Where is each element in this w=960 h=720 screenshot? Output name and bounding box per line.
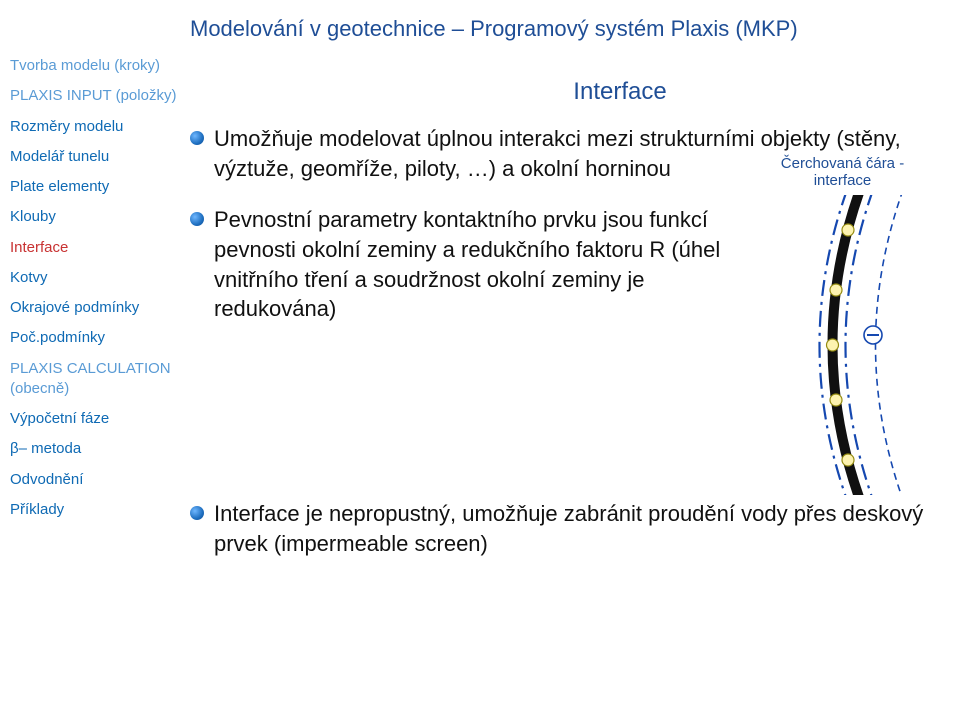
- plate-node: [842, 224, 854, 236]
- section-title: Interface: [190, 78, 930, 106]
- sidebar-item[interactable]: Odvodnění: [10, 470, 180, 490]
- bullet-text: Interface je nepropustný, umožňuje zabrá…: [214, 499, 930, 558]
- sidebar-item[interactable]: Rozměry modelu: [10, 117, 180, 137]
- sidebar-item-active[interactable]: Interface: [10, 238, 180, 258]
- sidebar-item[interactable]: Modelář tunelu: [10, 147, 180, 167]
- sidebar-item[interactable]: Okrajové podmínky: [10, 298, 180, 318]
- main-content: Interface Umožňuje modelovat úplnou inte…: [190, 78, 930, 581]
- interface-diagram: [755, 195, 930, 495]
- bullet-icon: [190, 212, 204, 226]
- sidebar-item[interactable]: Klouby: [10, 207, 180, 227]
- plate-node: [827, 339, 839, 351]
- plate-node: [830, 394, 842, 406]
- plate-node: [842, 454, 854, 466]
- bullet-item: Interface je nepropustný, umožňuje zabrá…: [190, 499, 930, 558]
- bullet-with-figure-row: Pevnostní parametry kontaktního prvku js…: [190, 205, 930, 495]
- bullet-icon: [190, 131, 204, 145]
- sidebar-item[interactable]: PLAXIS INPUT (položky): [10, 86, 180, 106]
- sidebar-item[interactable]: Plate elementy: [10, 177, 180, 197]
- sidebar-item[interactable]: Poč.podmínky: [10, 328, 180, 348]
- bullet-text: Pevnostní parametry kontaktního prvku js…: [214, 205, 743, 324]
- outer-dash-right: [876, 195, 904, 495]
- bullet-icon: [190, 506, 204, 520]
- plate-node: [830, 284, 842, 296]
- bullet-item: Pevnostní parametry kontaktního prvku js…: [190, 205, 743, 324]
- slide-page: Modelování v geotechnice – Programový sy…: [0, 0, 960, 720]
- sidebar-item[interactable]: Kotvy: [10, 268, 180, 288]
- sidebar-item[interactable]: Příklady: [10, 500, 180, 520]
- sidebar-nav: Tvorba modelu (kroky) PLAXIS INPUT (polo…: [10, 56, 180, 530]
- figure-caption: Čerchovaná čára - interface: [755, 155, 930, 189]
- sidebar-item[interactable]: Výpočetní fáze: [10, 409, 180, 429]
- figure-container: Čerchovaná čára - interface: [755, 155, 930, 495]
- sidebar-item[interactable]: β– metoda: [10, 439, 180, 459]
- sidebar-item[interactable]: PLAXIS CALCULATION (obecně): [10, 359, 180, 400]
- sidebar-item[interactable]: Tvorba modelu (kroky): [10, 56, 180, 76]
- page-title: Modelování v geotechnice – Programový sy…: [190, 16, 930, 42]
